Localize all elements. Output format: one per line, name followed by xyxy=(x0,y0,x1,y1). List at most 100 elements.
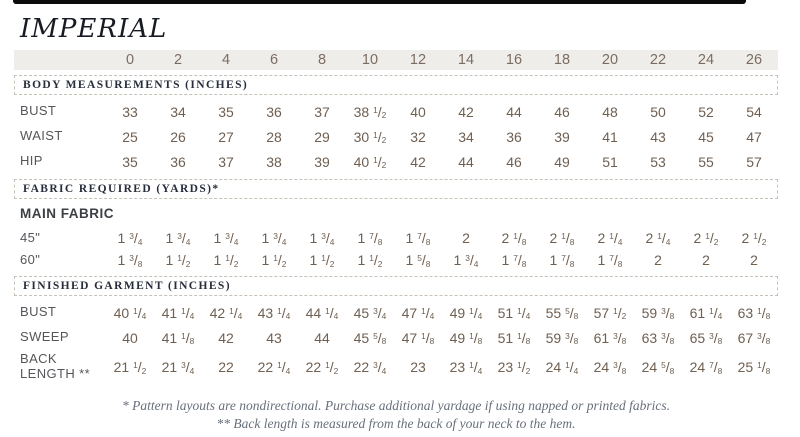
size-cell: 22 xyxy=(649,52,667,69)
value-cell: 49 1/4 xyxy=(449,304,483,322)
value-cell: 30 1/2 xyxy=(353,128,387,146)
row-label: 60" xyxy=(20,251,41,267)
value-cell: 40 xyxy=(410,103,426,120)
value-cell: 2 1/2 xyxy=(693,230,719,247)
value-cell: 65 3/8 xyxy=(689,329,723,347)
size-cell: 18 xyxy=(553,52,571,69)
value-cell: 23 1/2 xyxy=(497,359,531,376)
value-cell: 34 xyxy=(170,103,186,120)
value-cell: 35 xyxy=(218,103,234,120)
value-cell: 36 xyxy=(170,153,186,170)
value-cell: 1 7/8 xyxy=(549,252,575,269)
size-cell: 0 xyxy=(125,52,135,69)
value-cell: 57 xyxy=(746,153,762,170)
value-cell: 40 1/2 xyxy=(353,153,387,171)
value-cell: 25 xyxy=(122,128,138,145)
row-label: BUST xyxy=(20,304,57,320)
value-cell: 44 1/4 xyxy=(305,304,339,322)
value-cell: 63 3/8 xyxy=(641,329,675,347)
value-cell: 22 1/4 xyxy=(257,359,291,376)
value-cell: 2 xyxy=(750,252,758,269)
value-cell: 1 7/8 xyxy=(357,230,383,247)
value-cell: 49 1/8 xyxy=(449,329,483,347)
section-header: BODY MEASUREMENTS (INCHES) xyxy=(14,75,778,96)
row-label: BACK LENGTH ** xyxy=(20,351,91,382)
row-label: BUST xyxy=(20,103,57,119)
value-cell: 2 1/8 xyxy=(501,230,527,247)
value-cell: 44 xyxy=(458,153,474,170)
value-cell: 21 3/4 xyxy=(161,359,195,376)
value-cell: 44 xyxy=(314,329,330,346)
value-cell: 55 xyxy=(698,153,714,170)
value-cell: 36 xyxy=(266,103,282,120)
value-cell: 23 xyxy=(410,359,426,376)
table-row: BACK LENGTH ** 21 1/2 21 3/4 22 22 1/4 22 1/2… xyxy=(14,350,778,384)
value-cell: 1 7/8 xyxy=(501,252,527,269)
value-cell: 1 3/8 xyxy=(117,252,143,269)
value-cell: 26 xyxy=(170,128,186,145)
value-cell: 1 5/8 xyxy=(405,252,431,269)
value-cell: 2 1/4 xyxy=(597,230,623,247)
value-cell: 24 3/8 xyxy=(593,359,627,376)
value-cell: 27 xyxy=(218,128,234,145)
row-label: HIP xyxy=(20,153,43,169)
value-cell: 2 xyxy=(654,252,662,269)
size-cell: 4 xyxy=(221,52,231,69)
footnote-back-length: ** Back length is measured from the back… xyxy=(216,415,576,431)
value-cell: 52 xyxy=(698,103,714,120)
value-cell: 1 3/4 xyxy=(165,230,191,247)
size-cell: 24 xyxy=(697,52,715,69)
value-cell: 24 7/8 xyxy=(689,359,723,376)
value-cell: 47 xyxy=(746,128,762,145)
value-cell: 1 7/8 xyxy=(597,252,623,269)
value-cell: 1 1/2 xyxy=(165,252,191,269)
section-header: FINISHED GARMENT (INCHES) xyxy=(14,276,778,297)
size-cell: 6 xyxy=(269,52,279,69)
value-cell: 61 3/8 xyxy=(593,329,627,347)
value-cell: 21 1/2 xyxy=(113,359,147,376)
top-border xyxy=(13,0,746,4)
size-cell: 16 xyxy=(505,52,523,69)
value-cell: 2 1/8 xyxy=(549,230,575,247)
value-cell: 1 1/2 xyxy=(357,252,383,269)
value-cell: 25 1/8 xyxy=(737,359,771,376)
size-cell: 10 xyxy=(361,52,379,69)
value-cell: 43 xyxy=(650,128,666,145)
row-label: WAIST xyxy=(20,128,63,144)
value-cell: 54 xyxy=(746,103,762,120)
value-cell: 45 xyxy=(698,128,714,145)
value-cell: 41 xyxy=(602,128,618,145)
value-cell: 48 xyxy=(602,103,618,120)
table-row: 60" 1 3/8 1 1/2 1 1/2 1 1/2 1 1/2 1 1/2 1 5/8 1 … xyxy=(14,249,778,271)
value-cell: 34 xyxy=(458,128,474,145)
value-cell: 2 xyxy=(462,230,470,247)
size-cell: 20 xyxy=(601,52,619,69)
value-cell: 42 1/4 xyxy=(209,304,243,322)
size-table: 0 2 4 6 8 10 12 14 16 18 20 22 24 26 BODY MEASUREMENTS… xyxy=(14,50,778,384)
value-cell: 28 xyxy=(266,128,282,145)
value-cell: 46 xyxy=(554,103,570,120)
value-cell: 37 xyxy=(218,153,234,170)
value-cell: 51 xyxy=(602,153,618,170)
value-cell: 22 3/4 xyxy=(353,359,387,376)
value-cell: 2 1/4 xyxy=(645,230,671,247)
value-cell: 40 xyxy=(122,329,138,346)
value-cell: 42 xyxy=(410,153,426,170)
value-cell: 37 xyxy=(314,103,330,120)
value-cell: 22 1/2 xyxy=(305,359,339,376)
value-cell: 44 xyxy=(506,103,522,120)
value-cell: 42 xyxy=(218,329,234,346)
value-cell: 55 5/8 xyxy=(545,304,579,322)
value-cell: 45 5/8 xyxy=(353,329,387,347)
value-cell: 22 xyxy=(218,359,234,376)
value-cell: 47 1/8 xyxy=(401,329,435,347)
value-cell: 1 3/4 xyxy=(453,252,479,269)
value-cell: 39 xyxy=(314,153,330,170)
size-cell: 12 xyxy=(409,52,427,69)
value-cell: 41 1/8 xyxy=(161,329,195,347)
value-cell: 39 xyxy=(554,128,570,145)
value-cell: 41 1/4 xyxy=(161,304,195,322)
value-cell: 1 3/4 xyxy=(213,230,239,247)
section-header: FABRIC REQUIRED (YARDS)* xyxy=(14,179,778,200)
